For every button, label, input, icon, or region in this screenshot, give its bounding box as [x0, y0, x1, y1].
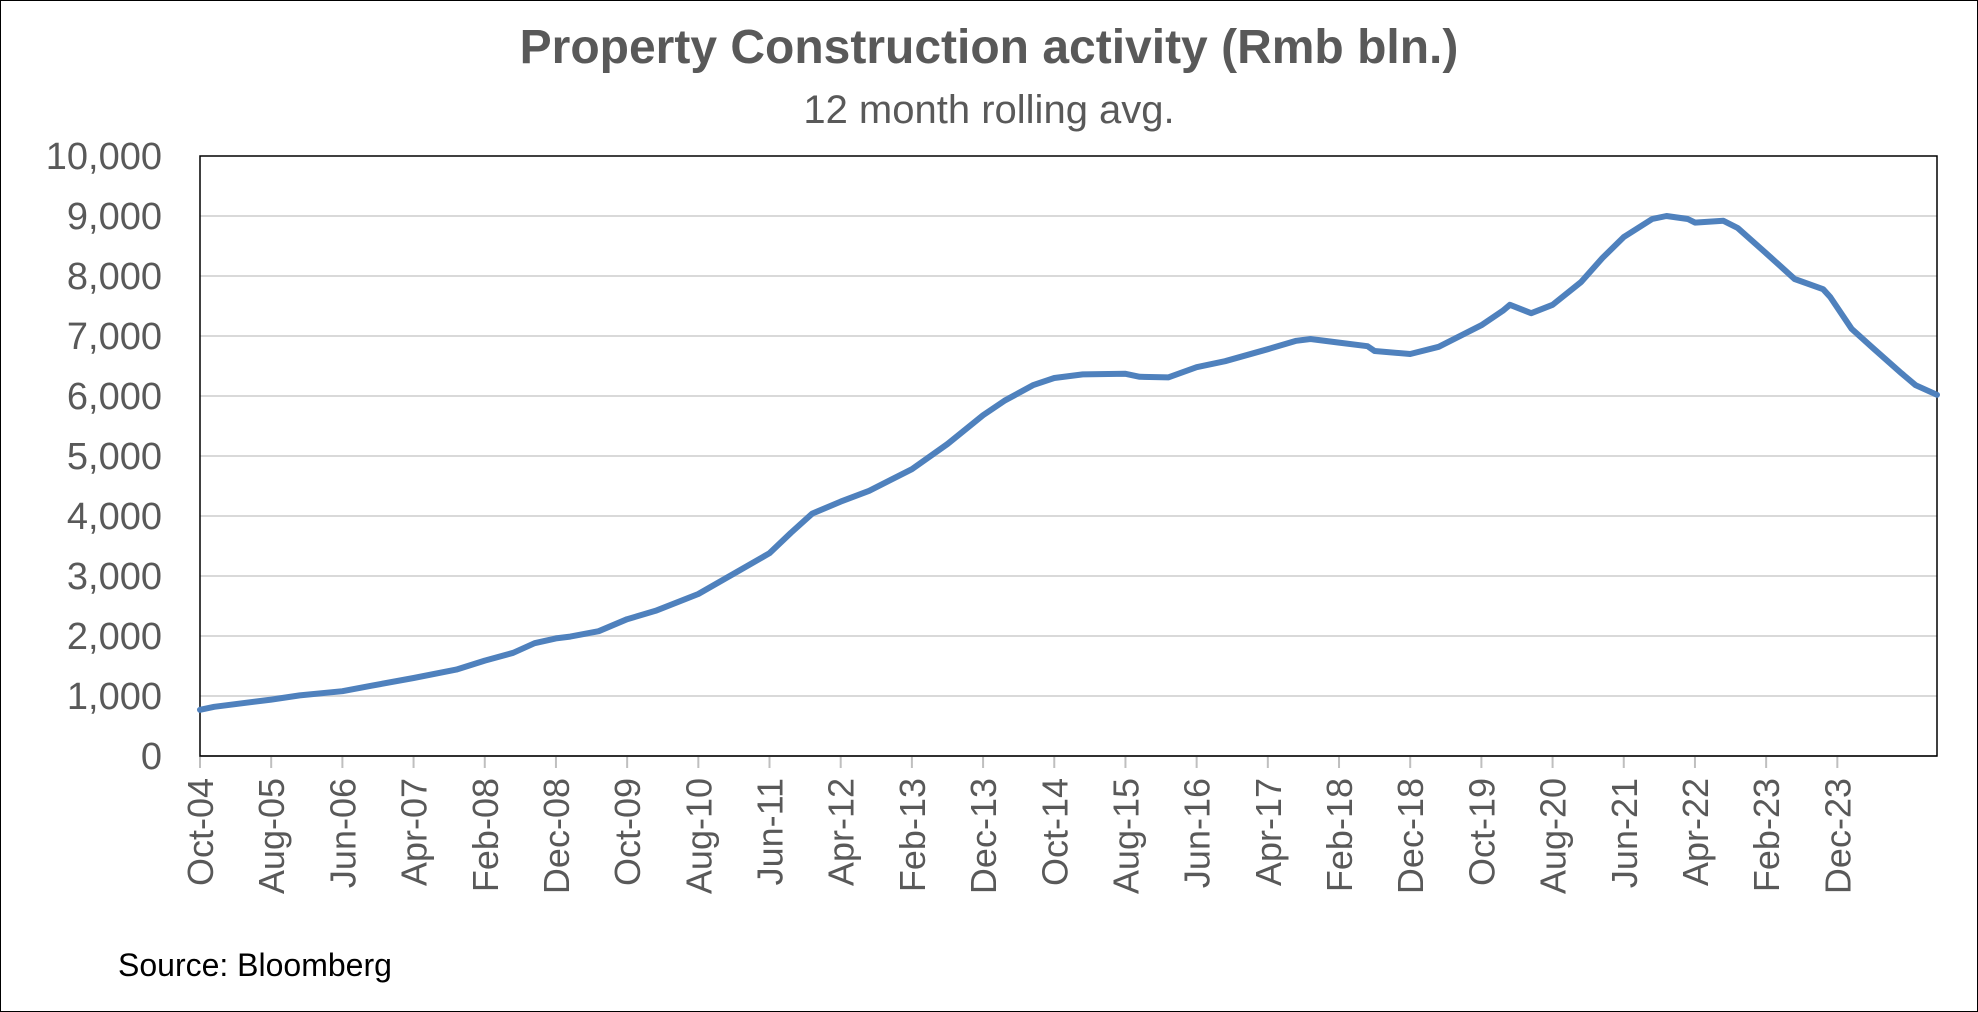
x-tick-label: Aug-05: [251, 778, 292, 894]
plot-area-border: [199, 155, 1938, 757]
series-line: [197, 213, 1940, 713]
x-tick-label: Aug-15: [1105, 778, 1146, 894]
y-tick-label: 7,000: [67, 316, 162, 358]
y-tick-label: 3,000: [67, 556, 162, 598]
x-tick-label: Oct-04: [180, 778, 221, 886]
x-tick-label: Apr-17: [1248, 778, 1289, 886]
x-tick-label: Feb-08: [465, 778, 506, 892]
source-note: Source: Bloomberg: [118, 947, 392, 983]
chart-title: Property Construction activity (Rmb bln.…: [519, 21, 1459, 74]
x-tick-label: Apr-07: [394, 778, 435, 886]
x-tick-label: Apr-22: [1675, 778, 1716, 886]
x-tick-label: Feb-18: [1319, 778, 1360, 892]
x-tick-label: Aug-20: [1533, 778, 1574, 894]
y-tick-label: 1,000: [67, 676, 162, 718]
x-tick-label: Oct-14: [1034, 778, 1075, 886]
x-tick-label: Dec-23: [1817, 778, 1858, 894]
x-tick-label: Feb-13: [892, 778, 933, 892]
y-tick-label: 6,000: [67, 376, 162, 418]
x-tick-label: Apr-12: [821, 778, 862, 886]
x-tick-label: Jun-11: [750, 778, 791, 885]
x-tick-label: Dec-18: [1390, 778, 1431, 894]
y-tick-label: 5,000: [67, 436, 162, 478]
x-tick-label: Jun-06: [322, 778, 363, 888]
chart-subtitle: 12 month rolling avg.: [803, 88, 1175, 132]
y-tick-label: 8,000: [67, 256, 162, 298]
gridlines: [200, 215, 1937, 697]
x-tick-label: Oct-19: [1461, 778, 1502, 886]
x-tick-label: Aug-10: [678, 778, 719, 894]
y-tick-label: 9,000: [67, 196, 162, 238]
x-axis-ticks: Oct-04 Aug-05 Jun-06 Apr-07 Feb-08 Dec-08 Oct-…: [180, 755, 1937, 894]
y-tick-label: 0: [141, 736, 162, 778]
x-tick-label: Jun-16: [1177, 778, 1218, 888]
x-tick-label: Oct-09: [607, 778, 648, 886]
y-tick-label: 4,000: [67, 496, 162, 538]
y-tick-label: 2,000: [67, 616, 162, 658]
x-tick-label: Dec-13: [963, 778, 1004, 894]
x-tick-label: Dec-08: [536, 778, 577, 894]
x-tick-label: Feb-23: [1746, 778, 1787, 892]
y-tick-label: 10,000: [46, 136, 162, 178]
x-tick-label: Jun-21: [1604, 778, 1645, 888]
y-axis-ticks: 0 1,000 2,000 3,000 4,000 5,000 6,000 7,000 8,00…: [46, 136, 162, 778]
